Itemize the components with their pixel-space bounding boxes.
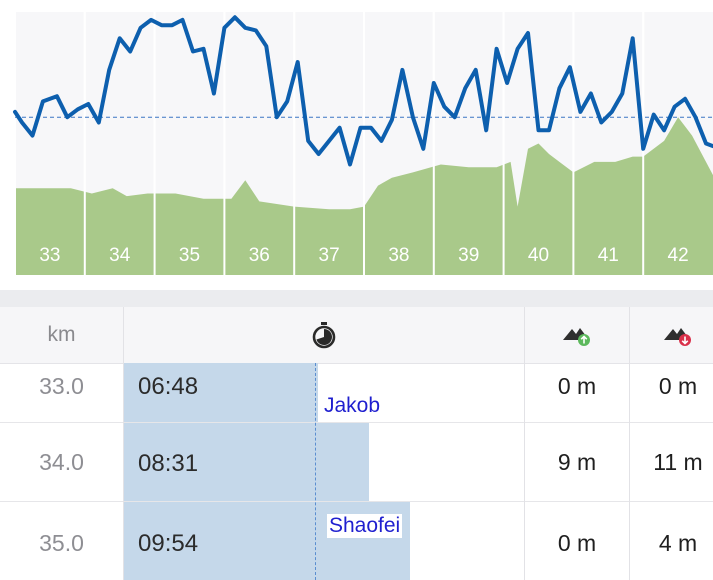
time-value: 06:48 (138, 373, 199, 400)
time-bar (124, 423, 369, 501)
x-tick-label: 40 (528, 245, 549, 266)
pace-chart-svg: 33 34 35 36 37 38 39 40 41 42 (13, 15, 713, 275)
descent-column-header[interactable] (630, 307, 713, 363)
ascent-value: 9 m (557, 448, 597, 475)
x-tick-label: 33 (39, 245, 60, 266)
column-divider (629, 307, 630, 363)
column-divider (524, 307, 525, 363)
runner-label-jakob[interactable]: Jakob (322, 394, 383, 418)
descent-value: 4 m (658, 530, 698, 556)
descent-value: 11 m (653, 448, 703, 475)
x-tick-label: 39 (458, 245, 479, 266)
time-value: 09:54 (138, 530, 199, 557)
table-row[interactable]: 33.0 06:48 0 m 0 m (0, 363, 713, 423)
section-separator (0, 290, 713, 307)
column-divider (123, 307, 124, 363)
x-tick-label: 42 (668, 245, 689, 266)
ascent-value: 0 m (557, 530, 597, 556)
table-row[interactable]: 35.0 09:54 0 m 4 m (0, 502, 713, 580)
time-bar (124, 363, 318, 422)
km-value: 35.0 (39, 530, 84, 556)
runner-label-shaofei[interactable]: Shaofei (327, 514, 403, 538)
km-value: 34.0 (39, 448, 84, 475)
x-tick-label: 37 (319, 245, 340, 266)
stopwatch-icon (312, 322, 336, 349)
pace-elevation-chart[interactable]: 33 34 35 36 37 38 39 40 41 42 (0, 0, 713, 290)
average-time-line (315, 363, 316, 580)
ascent-column-header[interactable] (525, 307, 629, 363)
x-tick-label: 41 (598, 245, 619, 266)
column-divider (629, 363, 630, 580)
km-value: 33.0 (39, 373, 84, 399)
ascent-value: 0 m (557, 373, 597, 399)
time-value: 08:31 (138, 450, 199, 477)
mountain-descent-icon (664, 328, 691, 346)
splits-table-header: km (0, 307, 713, 364)
column-divider (123, 363, 124, 580)
pace-line (13, 15, 713, 167)
x-tick-label: 36 (249, 245, 270, 266)
mountain-ascent-icon (563, 328, 590, 346)
elevation-area (15, 117, 713, 275)
column-divider (524, 363, 525, 580)
time-column-header[interactable] (124, 307, 524, 363)
table-row[interactable]: 34.0 08:31 9 m 11 m (0, 423, 713, 502)
x-tick-label: 38 (388, 245, 409, 266)
x-tick-label: 34 (109, 245, 131, 266)
km-column-header[interactable]: km (47, 323, 76, 346)
x-tick-label: 35 (179, 245, 200, 266)
descent-value: 0 m (658, 373, 698, 399)
